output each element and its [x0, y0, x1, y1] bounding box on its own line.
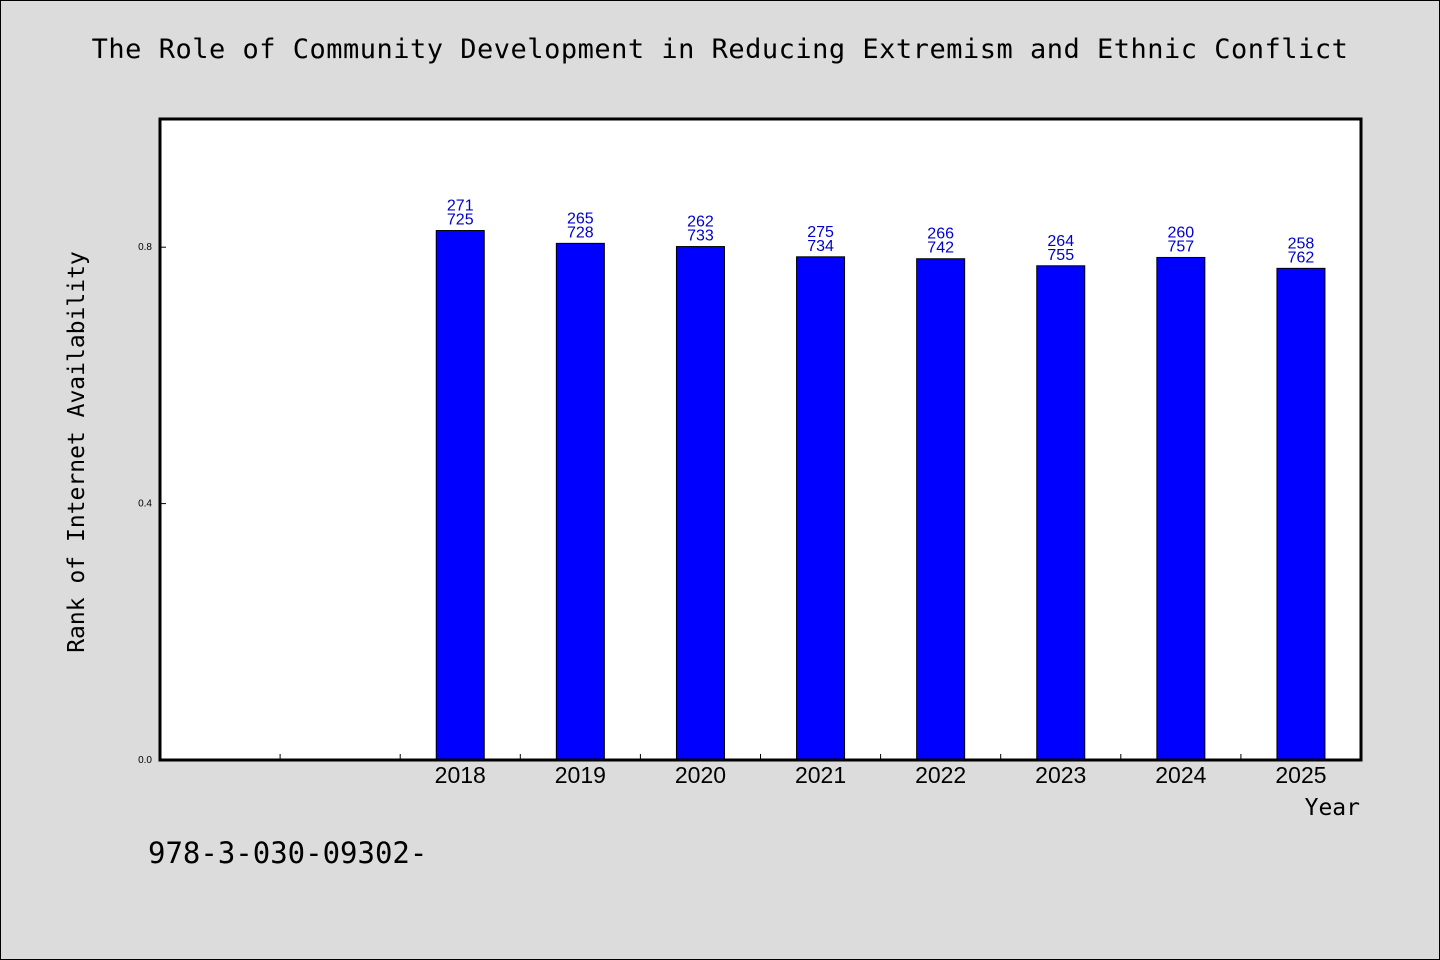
footer-code: 978-3-030-09302- — [148, 836, 428, 870]
y-tick-label: 0.8 — [138, 242, 152, 253]
data-label-top: 271 — [447, 198, 474, 215]
x-tick-label: 2023 — [1035, 762, 1086, 788]
x-tick-label: 2022 — [915, 762, 966, 788]
data-label-top: 258 — [1288, 235, 1315, 252]
data-label-top: 275 — [807, 224, 834, 241]
bar-2022 — [916, 258, 966, 761]
data-label-bottom: 725 — [447, 212, 474, 229]
data-label-top: 262 — [687, 214, 714, 231]
bar-2019 — [555, 242, 605, 761]
x-tick-label: 2019 — [555, 762, 606, 788]
bar-2024 — [1156, 256, 1206, 761]
data-label-bottom: 762 — [1288, 249, 1315, 266]
x-axis-label: Year — [1304, 795, 1360, 821]
bars-group — [435, 230, 1326, 761]
data-label-top: 265 — [567, 210, 594, 227]
data-label-bottom: 733 — [687, 228, 714, 245]
data-label-top: 264 — [1047, 233, 1074, 250]
x-tick-label: 2025 — [1275, 762, 1326, 788]
data-label-bottom: 755 — [1047, 247, 1074, 264]
x-tick-label: 2021 — [795, 762, 846, 788]
data-label-top: 266 — [927, 226, 954, 243]
data-label-bottom: 734 — [807, 238, 834, 255]
data-label-top: 260 — [1167, 224, 1194, 241]
chart-title: The Role of Community Development in Red… — [91, 34, 1349, 65]
bar-2023 — [1036, 265, 1086, 761]
x-tick-label: 2024 — [1155, 762, 1206, 788]
data-label-bottom: 728 — [567, 224, 594, 241]
x-tick-label: 2020 — [675, 762, 726, 788]
y-tick-label: 0.0 — [138, 755, 152, 766]
bar-2025 — [1276, 267, 1326, 761]
bar-2021 — [796, 256, 846, 761]
plot-border — [158, 117, 1363, 762]
bar-2018 — [435, 230, 485, 761]
bar-2020 — [675, 246, 725, 761]
y-axis-label: Rank of Internet Availability — [64, 251, 90, 653]
data-label-bottom: 757 — [1167, 238, 1194, 255]
y-tick-label: 0.4 — [138, 499, 152, 510]
data-label-bottom: 742 — [927, 240, 954, 257]
x-tick-label: 2018 — [435, 762, 486, 788]
x-axis: 2018 2019 2020 2021 2022 2023 2024 2025 — [279, 754, 1327, 788]
